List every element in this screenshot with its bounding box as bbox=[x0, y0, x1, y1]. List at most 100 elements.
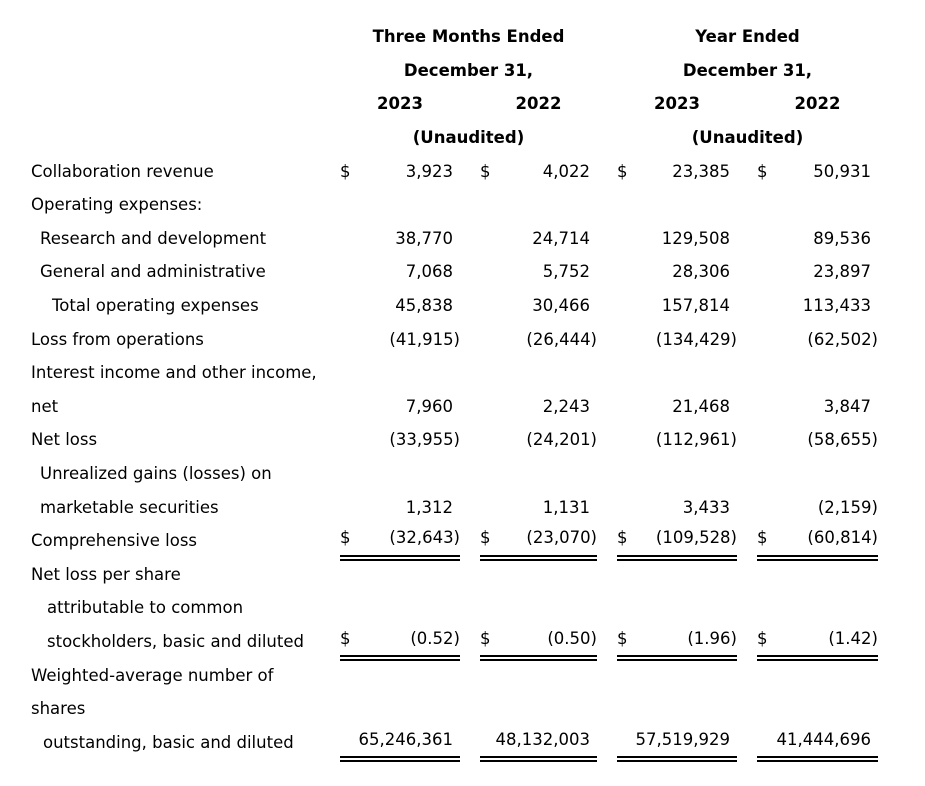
value-group-y2 bbox=[757, 658, 878, 692]
value-group-y1: 21,468 bbox=[617, 390, 737, 424]
value-group-q2: 30,466 bbox=[480, 289, 597, 323]
value-group-y1: $ (109,528) bbox=[617, 521, 737, 561]
value-group-q1: 1,312 bbox=[340, 490, 460, 524]
value-group-y2: $ 50,931 bbox=[757, 154, 878, 188]
table-row: marketable securities 1,312 1,131 3,433 … bbox=[31, 490, 925, 524]
header-year: 2023 bbox=[654, 94, 700, 114]
cell-value: 57,519,929 bbox=[635, 729, 730, 749]
row-label: Loss from operations bbox=[31, 329, 204, 349]
cell-value: (24,201) bbox=[526, 430, 597, 450]
statement-body: Collaboration revenue $ 3,923 $ 4,022 $ … bbox=[31, 154, 925, 763]
value-group-y2 bbox=[757, 457, 878, 491]
header-unaudited-note: (Unaudited) bbox=[412, 128, 525, 148]
dollar-sign: $ bbox=[340, 628, 351, 648]
cell-value: (1.96) bbox=[687, 628, 737, 648]
cell-value: (2,159) bbox=[817, 497, 878, 517]
value-group-y2 bbox=[757, 558, 878, 592]
cell-value: 157,814 bbox=[661, 296, 730, 316]
cell-value: 23,385 bbox=[672, 161, 730, 181]
dollar-sign: $ bbox=[757, 528, 768, 548]
dollar-sign: $ bbox=[757, 161, 768, 181]
table-row: Unrealized gains (losses) on bbox=[31, 457, 925, 491]
value-group-y2: 113,433 bbox=[757, 289, 878, 323]
value-group-q2: (24,201) bbox=[480, 423, 597, 457]
cell-value: (134,429) bbox=[655, 329, 737, 349]
value-group-y2 bbox=[757, 188, 878, 222]
row-label: Net loss per share bbox=[31, 564, 181, 584]
value-group-q2 bbox=[480, 558, 597, 592]
header-year: 2022 bbox=[515, 94, 562, 114]
table-row: outstanding, basic and diluted 65,246,36… bbox=[31, 722, 925, 763]
row-label: Comprehensive loss bbox=[31, 531, 198, 551]
header-year: 2022 bbox=[794, 94, 841, 114]
header-period-year: Year Ended bbox=[695, 27, 800, 47]
cell-value: (33,955) bbox=[389, 430, 460, 450]
dollar-sign: $ bbox=[340, 161, 351, 181]
value-group-y2: 3,847 bbox=[757, 390, 878, 424]
table-row: Comprehensive loss $ (32,643) $ (23,070)… bbox=[31, 521, 925, 561]
table-row: Research and development 38,770 24,714 1… bbox=[31, 222, 925, 256]
table-row: attributable to common bbox=[31, 591, 925, 625]
table-row: Interest income and other income, bbox=[31, 356, 925, 390]
dollar-sign: $ bbox=[340, 528, 351, 548]
cell-value: (32,643) bbox=[389, 528, 460, 548]
value-group-q2 bbox=[480, 188, 597, 222]
row-label: Interest income and other income, bbox=[31, 363, 317, 383]
cell-value: 3,847 bbox=[823, 396, 871, 416]
cell-value: 5,752 bbox=[542, 262, 590, 282]
row-label: Weighted-average number of bbox=[31, 665, 274, 685]
row-label: Total operating expenses bbox=[52, 296, 259, 316]
header-period-row: Three Months Ended Year Ended bbox=[31, 20, 925, 54]
row-label: attributable to common bbox=[47, 598, 244, 618]
dollar-sign: $ bbox=[480, 161, 491, 181]
header-unaudited-note: (Unaudited) bbox=[691, 128, 804, 148]
value-group-q1 bbox=[340, 591, 460, 625]
cell-value: 7,960 bbox=[405, 396, 453, 416]
table-row: Net loss per share bbox=[31, 558, 925, 592]
header-year: 2023 bbox=[377, 94, 423, 114]
value-group-q1 bbox=[340, 457, 460, 491]
dollar-sign: $ bbox=[617, 628, 628, 648]
row-label: Unrealized gains (losses) on bbox=[40, 464, 272, 484]
row-label: General and administrative bbox=[40, 262, 266, 282]
table-row: Collaboration revenue $ 3,923 $ 4,022 $ … bbox=[31, 154, 925, 188]
value-group-y1: 157,814 bbox=[617, 289, 737, 323]
cell-value: (60,814) bbox=[807, 528, 878, 548]
cell-value: (58,655) bbox=[807, 430, 878, 450]
header-note-row: (Unaudited) (Unaudited) bbox=[31, 121, 925, 155]
table-row: Net loss (33,955) (24,201) (112,961) (58… bbox=[31, 423, 925, 457]
cell-value: 30,466 bbox=[532, 296, 590, 316]
value-group-y1 bbox=[617, 188, 737, 222]
value-group-q1: (41,915) bbox=[340, 322, 460, 356]
value-group-y2: 41,444,696 bbox=[757, 722, 878, 763]
header-period-three-months: Three Months Ended bbox=[372, 27, 565, 47]
row-label: net bbox=[31, 396, 59, 416]
table-row: shares bbox=[31, 692, 925, 726]
cell-value: (41,915) bbox=[389, 329, 460, 349]
row-label: marketable securities bbox=[40, 497, 219, 517]
cell-value: 3,433 bbox=[682, 497, 730, 517]
value-group-y2 bbox=[757, 591, 878, 625]
header-date-year: December 31, bbox=[682, 60, 813, 80]
table-row: Total operating expenses 45,838 30,466 1… bbox=[31, 289, 925, 323]
cell-value: 89,536 bbox=[813, 228, 871, 248]
row-label: Net loss bbox=[31, 430, 98, 450]
value-group-q1: 7,960 bbox=[340, 390, 460, 424]
value-group-q1 bbox=[340, 356, 460, 390]
cell-value: 23,897 bbox=[813, 262, 871, 282]
cell-value: 65,246,361 bbox=[358, 729, 453, 749]
dollar-sign: $ bbox=[617, 161, 628, 181]
value-group-q1 bbox=[340, 558, 460, 592]
value-group-y1 bbox=[617, 591, 737, 625]
cell-value: 45,838 bbox=[395, 296, 453, 316]
table-row: Operating expenses: bbox=[31, 188, 925, 222]
value-group-q2: 24,714 bbox=[480, 222, 597, 256]
value-group-y1: 3,433 bbox=[617, 490, 737, 524]
row-label: Operating expenses: bbox=[31, 195, 203, 215]
value-group-y2: 89,536 bbox=[757, 222, 878, 256]
cell-value: 41,444,696 bbox=[776, 729, 871, 749]
cell-value: 38,770 bbox=[395, 228, 453, 248]
value-group-q2: (26,444) bbox=[480, 322, 597, 356]
value-group-q1: $ (32,643) bbox=[340, 521, 460, 561]
